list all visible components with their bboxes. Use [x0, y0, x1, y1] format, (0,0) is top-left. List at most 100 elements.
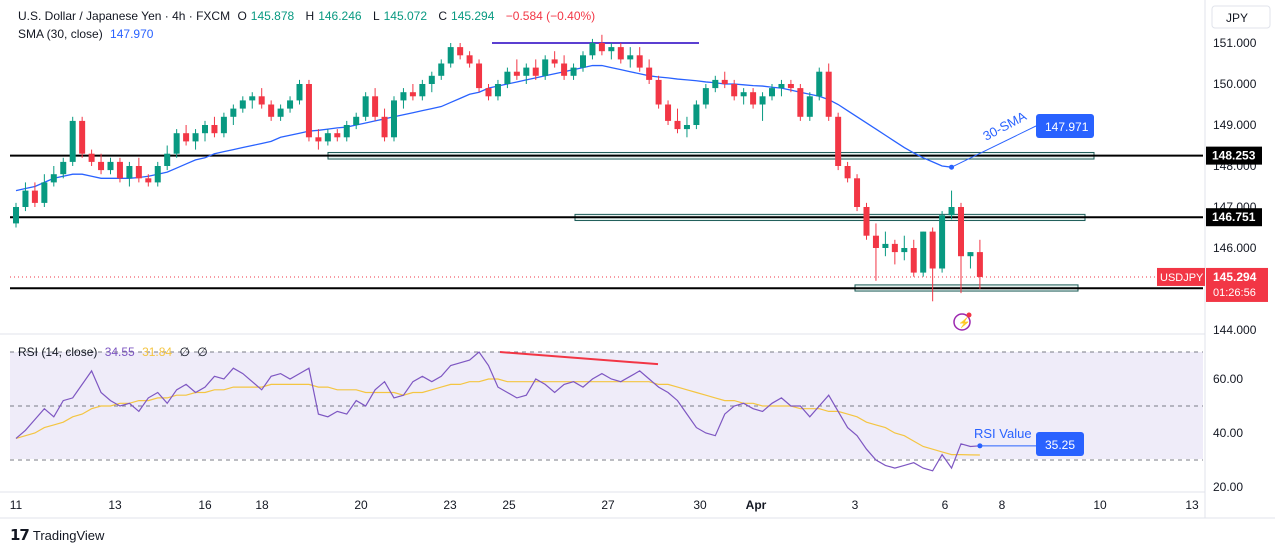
candle-body[interactable]	[50, 174, 57, 183]
candle-body[interactable]	[230, 108, 237, 117]
candle-body[interactable]	[740, 92, 747, 97]
candle-body[interactable]	[939, 215, 946, 269]
rsi-ma-line[interactable]	[15, 378, 980, 456]
candle-body[interactable]	[948, 207, 955, 216]
candle-body[interactable]	[598, 43, 605, 52]
currency-box[interactable]	[1211, 5, 1271, 29]
candle-body[interactable]	[920, 231, 927, 273]
candle-body[interactable]	[636, 55, 643, 68]
candle-body[interactable]	[750, 92, 757, 105]
candle-body[interactable]	[98, 161, 105, 171]
candle-body[interactable]	[693, 104, 700, 126]
candle-body[interactable]	[296, 84, 303, 101]
event-icon[interactable]	[953, 313, 971, 331]
candle-body[interactable]	[447, 47, 454, 64]
candle-body[interactable]	[116, 161, 123, 179]
candle-body[interactable]	[79, 120, 86, 154]
candle-body[interactable]	[419, 84, 426, 97]
candle-body[interactable]	[220, 116, 227, 134]
candle-body[interactable]	[655, 79, 662, 105]
candle-body[interactable]	[513, 71, 520, 76]
candle-body[interactable]	[145, 178, 152, 183]
candle-body[interactable]	[13, 207, 19, 224]
candle-body[interactable]	[268, 104, 275, 117]
candle-body[interactable]	[759, 96, 766, 105]
candle-body[interactable]	[551, 59, 558, 64]
candle-body[interactable]	[494, 84, 501, 97]
candle-body[interactable]	[910, 248, 917, 273]
candle-body[interactable]	[315, 137, 322, 142]
candle-body[interactable]	[409, 92, 416, 97]
candle-body[interactable]	[466, 55, 473, 64]
candle-body[interactable]	[211, 125, 218, 134]
candle-body[interactable]	[400, 92, 407, 101]
candle-body[interactable]	[589, 43, 596, 56]
candle-body[interactable]	[665, 104, 672, 121]
candle-body[interactable]	[277, 108, 284, 117]
candle-body[interactable]	[438, 63, 445, 76]
candle-body[interactable]	[523, 67, 530, 76]
candle-body[interactable]	[202, 125, 208, 134]
candle-body[interactable]	[192, 133, 199, 142]
candle-body[interactable]	[958, 207, 964, 257]
candle-body[interactable]	[731, 84, 738, 97]
candle-body[interactable]	[372, 96, 379, 117]
candle-body[interactable]	[967, 252, 974, 257]
tradingview-logo[interactable]: 𝟭𝟳 TradingView	[10, 526, 104, 544]
candle-body[interactable]	[863, 207, 870, 236]
symbol-title[interactable]: U.S. Dollar / Japanese Yen · 4h · FXCM	[18, 9, 231, 23]
candle-body[interactable]	[769, 88, 775, 97]
candle-body[interactable]	[617, 47, 624, 60]
candle-body[interactable]	[570, 67, 577, 76]
candle-body[interactable]	[249, 96, 256, 101]
candle-body[interactable]	[164, 153, 171, 166]
rsi-line[interactable]	[15, 351, 980, 472]
candle-body[interactable]	[891, 243, 898, 253]
candle-body[interactable]	[476, 63, 483, 89]
candle-body[interactable]	[305, 84, 312, 138]
candle-body[interactable]	[69, 120, 76, 162]
candle-body[interactable]	[381, 116, 388, 138]
sma-line[interactable]	[15, 64, 952, 192]
candle-body[interactable]	[901, 248, 908, 253]
sma-callout-tag-bg[interactable]	[1036, 114, 1094, 138]
candle-body[interactable]	[721, 79, 728, 84]
candle-body[interactable]	[702, 88, 709, 105]
candle-body[interactable]	[60, 161, 67, 175]
candle-body[interactable]	[343, 125, 350, 138]
candle-body[interactable]	[712, 79, 719, 89]
candle-body[interactable]	[22, 190, 29, 207]
candle-body[interactable]	[88, 153, 95, 162]
candle-body[interactable]	[580, 55, 586, 68]
candle-body[interactable]	[41, 182, 48, 203]
candle-body[interactable]	[608, 47, 615, 52]
candle-body[interactable]	[778, 84, 785, 89]
sma-legend[interactable]: SMA (30, close) 147.970	[18, 27, 157, 41]
candle-body[interactable]	[674, 120, 681, 130]
candle-body[interactable]	[797, 88, 804, 117]
candle-body[interactable]	[646, 67, 653, 80]
candle-body[interactable]	[154, 166, 161, 183]
candle-body[interactable]	[854, 178, 861, 207]
candle-body[interactable]	[844, 166, 851, 179]
candle-body[interactable]	[485, 88, 492, 97]
candle-body[interactable]	[183, 133, 190, 142]
candle-body[interactable]	[173, 133, 180, 154]
candle-body[interactable]	[287, 100, 294, 109]
candle-body[interactable]	[542, 59, 549, 76]
rsi-divergence-line[interactable]	[499, 351, 659, 366]
candle-body[interactable]	[816, 71, 823, 97]
candle-body[interactable]	[627, 55, 634, 60]
candle-body[interactable]	[258, 96, 265, 105]
candle-body[interactable]	[126, 166, 133, 179]
candle-body[interactable]	[31, 190, 38, 203]
rsi-legend[interactable]: RSI (14, close) 34.55 31.84 ∅ ∅	[18, 345, 212, 359]
candle-body[interactable]	[334, 133, 341, 138]
candle-body[interactable]	[532, 67, 539, 76]
candle-body[interactable]	[324, 133, 331, 142]
candle-body[interactable]	[239, 100, 246, 109]
candle-body[interactable]	[457, 47, 464, 56]
candle-body[interactable]	[561, 63, 568, 76]
rsi-callout-tag-bg[interactable]	[1036, 432, 1084, 456]
